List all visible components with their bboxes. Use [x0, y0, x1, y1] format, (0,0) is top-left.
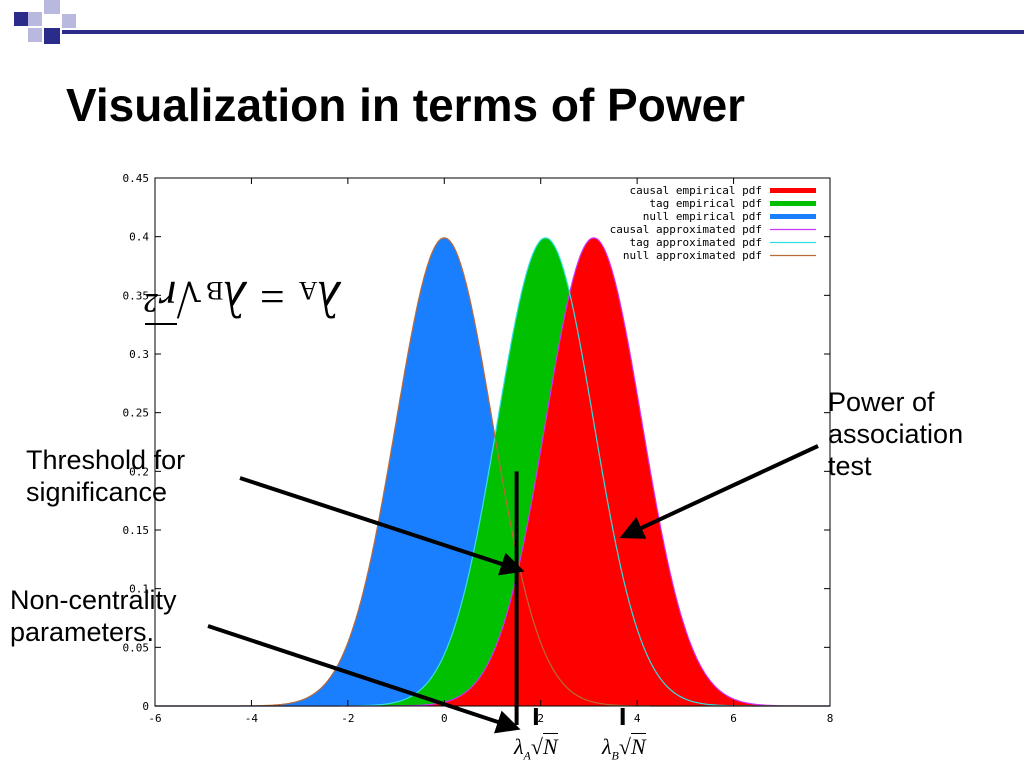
slide-title: Visualization in terms of Power	[66, 79, 746, 131]
threshold-line-1: Threshold for	[26, 445, 186, 475]
relation-rhs-sub: B	[205, 276, 224, 305]
deco-rule	[62, 30, 1024, 34]
noncentrality-annotation: Non-centrality parameters.	[10, 584, 177, 648]
power-line-1: Power of	[828, 387, 935, 417]
slide-corner-decoration	[14, 0, 1024, 44]
deco-square-light-2	[44, 0, 60, 14]
relation-lhs-sub: A	[298, 276, 318, 305]
deco-square-light-4	[62, 14, 76, 28]
y-tick-label: 0.15	[123, 524, 150, 537]
tag-empirical-pdf	[155, 237, 830, 706]
y-tick-label: 0.2	[129, 465, 149, 478]
legend-label: tag empirical pdf	[649, 197, 762, 210]
lambda-a-root: N	[542, 733, 558, 759]
legend-swatch	[770, 188, 816, 193]
relation-lhs: λ	[317, 270, 340, 327]
x-tick-label: 8	[827, 712, 834, 725]
threshold-line-2: significance	[26, 477, 168, 507]
noncentrality-line-1: Non-centrality	[10, 585, 177, 615]
causal-empirical-pdf	[155, 237, 830, 706]
y-tick-label: 0.45	[123, 172, 150, 185]
x-tick-label: 6	[730, 712, 737, 725]
noncentrality-line-2: parameters.	[10, 617, 155, 647]
x-tick-label: -2	[341, 712, 354, 725]
power-line-3: test	[828, 451, 872, 481]
deco-square-light-1	[28, 12, 42, 26]
legend-label: null approximated pdf	[623, 249, 762, 262]
deco-square-light-3	[28, 28, 42, 42]
legend-label: tag approximated pdf	[630, 236, 762, 249]
y-tick-label: 0.25	[123, 407, 150, 420]
legend-label: causal empirical pdf	[630, 184, 762, 197]
power-line-2: association	[828, 419, 964, 449]
legend-swatch	[770, 214, 816, 219]
relation-rhs: λ	[223, 270, 246, 327]
lambda-b-symbol: λ	[602, 734, 612, 759]
deco-square-dark-2	[44, 28, 60, 44]
lambda-a-sub: A	[523, 748, 531, 763]
lambda-b-mark: λB√N	[602, 733, 646, 763]
y-tick-label: 0	[142, 700, 149, 713]
legend-label: causal approximated pdf	[610, 223, 762, 236]
legend-label: null empirical pdf	[643, 210, 762, 223]
y-tick-label: 0.35	[123, 289, 150, 302]
legend-swatch	[770, 201, 816, 206]
relation-equals: =	[259, 272, 285, 321]
x-tick-label: 4	[634, 712, 641, 725]
y-tick-label: 0.3	[129, 348, 149, 361]
y-tick-label: 0.4	[129, 231, 149, 244]
deco-square-dark-1	[14, 12, 28, 26]
lambda-b-root: N	[630, 733, 646, 759]
relation-root: r²	[145, 272, 177, 325]
y-tick-label: 0.05	[123, 641, 150, 654]
lambda-a-mark: λA√N	[514, 733, 558, 763]
x-tick-label: -4	[245, 712, 259, 725]
x-tick-label: 2	[537, 712, 544, 725]
lambda-a-symbol: λ	[514, 734, 524, 759]
lambda-b-sub: B	[611, 748, 619, 763]
threshold-annotation: Threshold for significance	[26, 444, 185, 508]
y-tick-label: 0.1	[129, 583, 149, 596]
relation-formula: λA = λB √r²	[145, 270, 340, 327]
power-annotation: Power of association test	[828, 386, 963, 482]
x-tick-label: -6	[148, 712, 161, 725]
x-tick-label: 0	[441, 712, 448, 725]
